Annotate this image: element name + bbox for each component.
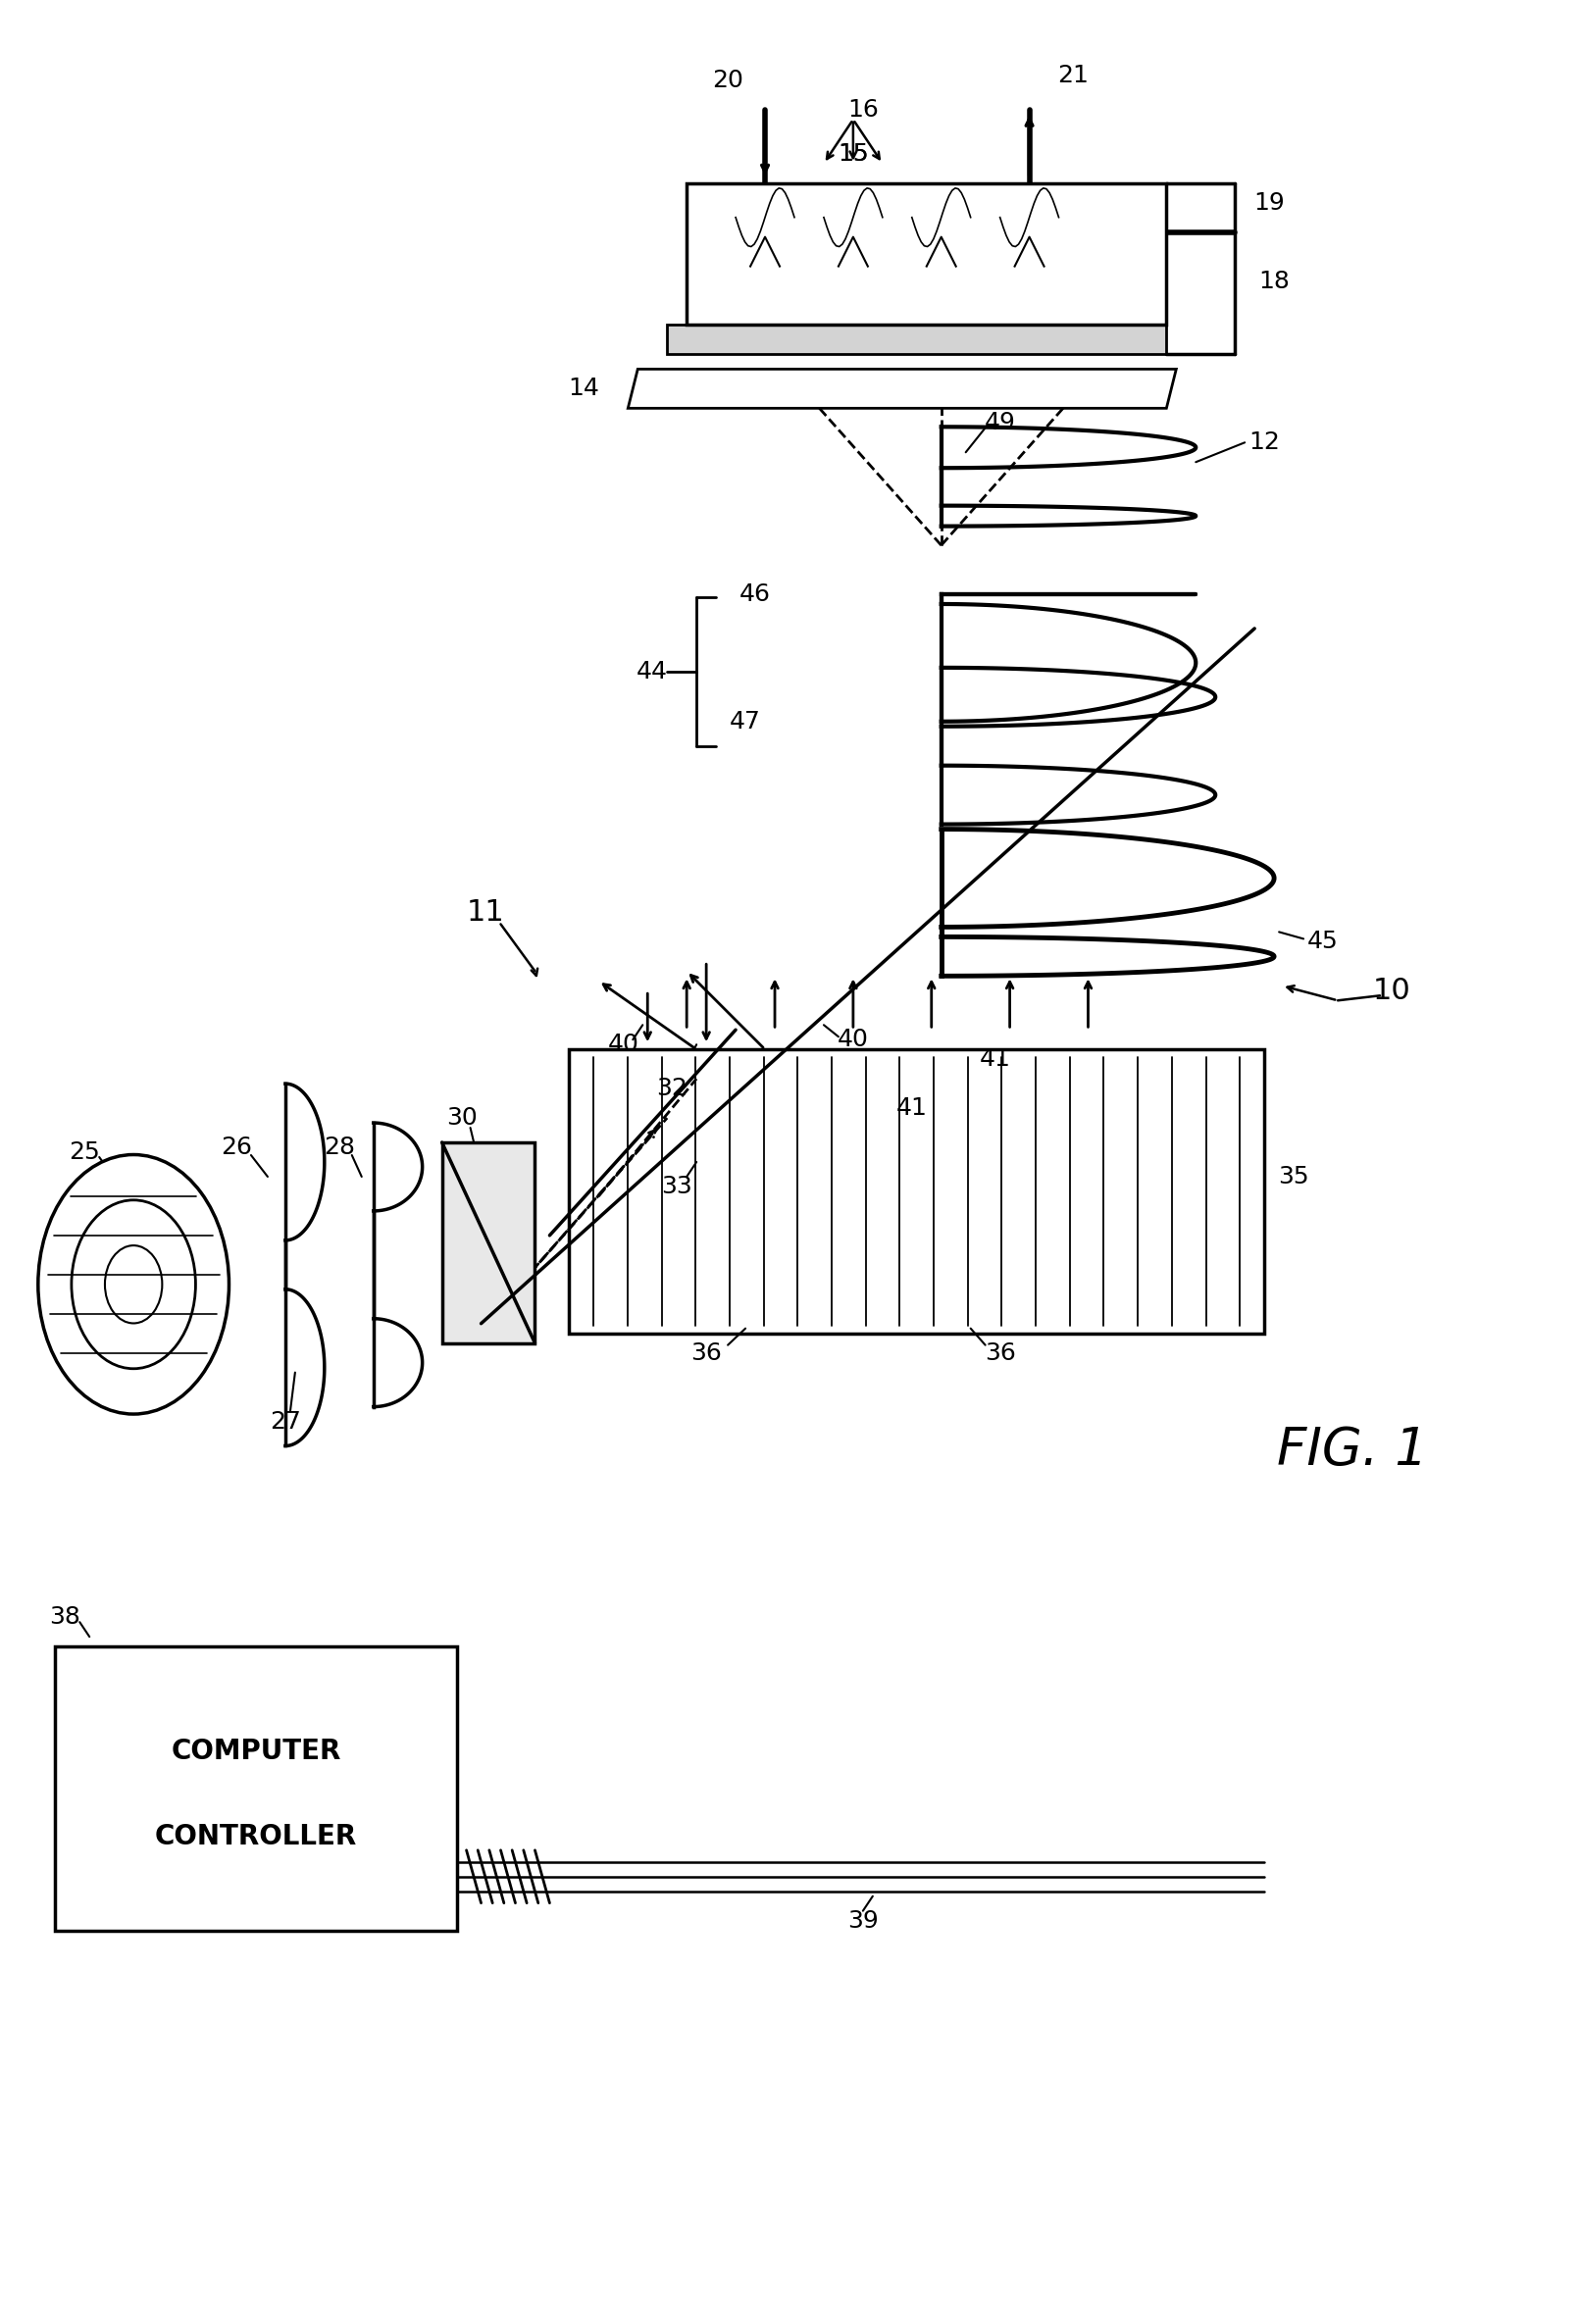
Text: 15: 15 bbox=[837, 142, 868, 165]
Text: 21: 21 bbox=[1058, 63, 1090, 88]
Polygon shape bbox=[442, 1143, 535, 1343]
Text: 41: 41 bbox=[897, 1097, 927, 1120]
Text: 45: 45 bbox=[1307, 930, 1339, 953]
Text: 36: 36 bbox=[690, 1341, 722, 1364]
Text: 15: 15 bbox=[837, 142, 868, 165]
Text: 30: 30 bbox=[445, 1106, 477, 1129]
Text: 14: 14 bbox=[568, 376, 600, 400]
Text: 47: 47 bbox=[729, 709, 761, 734]
Text: 19: 19 bbox=[1254, 191, 1285, 214]
Ellipse shape bbox=[71, 1199, 196, 1369]
Text: 38: 38 bbox=[49, 1606, 81, 1629]
Ellipse shape bbox=[104, 1246, 163, 1322]
Bar bbox=[568, 1050, 1265, 1334]
Text: 40: 40 bbox=[837, 1027, 868, 1050]
Text: COMPUTER: COMPUTER bbox=[171, 1738, 341, 1766]
Text: FIG. 1: FIG. 1 bbox=[1277, 1425, 1427, 1476]
Text: 10: 10 bbox=[1372, 976, 1410, 1004]
Text: 49: 49 bbox=[984, 411, 1015, 435]
Text: 12: 12 bbox=[1249, 430, 1281, 453]
Text: 46: 46 bbox=[739, 583, 771, 607]
Text: 20: 20 bbox=[712, 67, 744, 93]
Text: 27: 27 bbox=[270, 1411, 302, 1434]
Polygon shape bbox=[628, 370, 1176, 409]
Text: 32: 32 bbox=[657, 1076, 687, 1099]
Text: CONTROLLER: CONTROLLER bbox=[155, 1822, 357, 1850]
Text: 26: 26 bbox=[221, 1136, 253, 1160]
Text: 41: 41 bbox=[979, 1048, 1011, 1071]
Polygon shape bbox=[666, 325, 1167, 353]
Text: 11: 11 bbox=[467, 897, 505, 927]
Bar bbox=[55, 1648, 456, 1931]
Text: 40: 40 bbox=[608, 1032, 638, 1057]
Text: 39: 39 bbox=[848, 1908, 878, 1934]
Text: 33: 33 bbox=[662, 1174, 693, 1199]
Text: 35: 35 bbox=[1279, 1164, 1309, 1188]
Text: 16: 16 bbox=[848, 98, 878, 121]
Ellipse shape bbox=[38, 1155, 229, 1413]
Text: 44: 44 bbox=[636, 660, 668, 683]
Text: 36: 36 bbox=[984, 1341, 1015, 1364]
Text: 18: 18 bbox=[1258, 270, 1290, 293]
Text: 25: 25 bbox=[69, 1141, 99, 1164]
Bar bbox=[687, 184, 1167, 325]
Text: 28: 28 bbox=[324, 1136, 355, 1160]
